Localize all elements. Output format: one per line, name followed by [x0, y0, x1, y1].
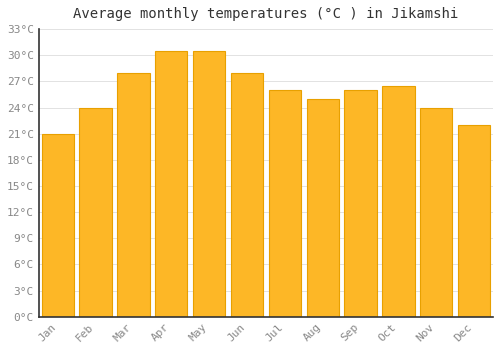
Bar — [269, 90, 301, 317]
Title: Average monthly temperatures (°C ) in Jikamshi: Average monthly temperatures (°C ) in Ji… — [74, 7, 458, 21]
Bar — [382, 86, 414, 317]
Bar — [42, 134, 74, 317]
Bar — [420, 107, 452, 317]
Bar — [118, 73, 150, 317]
Bar — [155, 51, 188, 317]
Bar — [193, 51, 225, 317]
Bar — [80, 107, 112, 317]
Bar — [344, 90, 376, 317]
Bar — [231, 73, 263, 317]
Bar — [458, 125, 490, 317]
Bar — [306, 99, 339, 317]
